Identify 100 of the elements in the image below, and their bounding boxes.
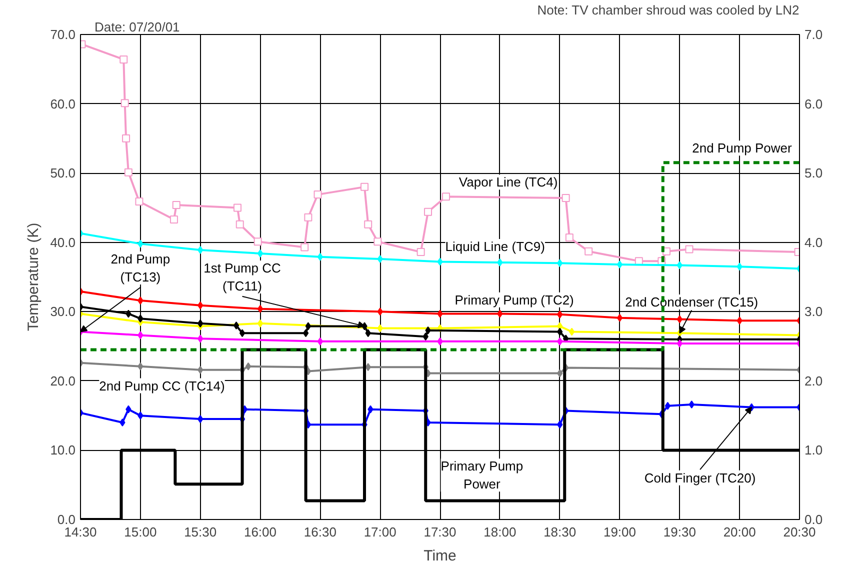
point — [424, 208, 432, 216]
y-tick-label: 40.0 — [50, 234, 76, 250]
point — [120, 55, 128, 64]
x-axis-title: Time — [424, 548, 456, 564]
point — [257, 304, 264, 313]
y-tick-label: 30.0 — [50, 304, 76, 320]
y-tick-label: 60.0 — [50, 96, 76, 112]
point — [257, 319, 264, 328]
x-tick-label: 18:30 — [544, 524, 576, 540]
point — [442, 192, 450, 201]
point — [676, 261, 682, 270]
point — [557, 259, 563, 268]
text: 2nd Pump (TC13) — [110, 251, 170, 284]
point — [170, 215, 178, 224]
point — [584, 247, 593, 256]
point — [676, 315, 682, 324]
x-tick-label: 17:30 — [424, 524, 456, 540]
point — [676, 340, 682, 348]
point — [557, 420, 563, 429]
point — [377, 324, 383, 332]
y-axis-title: Temperature (K) — [25, 222, 42, 332]
point — [126, 310, 132, 318]
point — [557, 310, 563, 318]
point — [377, 308, 383, 316]
point — [314, 190, 322, 199]
point — [233, 204, 242, 212]
point — [138, 314, 144, 323]
y2-tick-label: 4.0 — [804, 234, 823, 250]
point — [198, 319, 204, 328]
point — [233, 322, 240, 330]
point — [688, 400, 694, 408]
y2-tick-label: 3.0 — [804, 304, 823, 320]
point — [300, 243, 309, 252]
y2-tick-label: 5.0 — [804, 166, 823, 181]
point — [497, 310, 503, 318]
point — [126, 405, 132, 414]
point — [198, 366, 204, 374]
point — [437, 337, 443, 346]
point — [198, 246, 204, 254]
y2-tick-label: 0.0 — [804, 512, 823, 527]
point — [198, 334, 204, 343]
point — [317, 337, 323, 346]
point — [120, 418, 126, 426]
point — [557, 369, 563, 378]
text: Note: TV chamber shroud was cooled by LN2 — [537, 2, 800, 18]
series-label: Vapor Line (TC4) — [458, 174, 558, 190]
point — [138, 240, 144, 248]
series-label: Primary Pump Power — [440, 458, 524, 492]
point — [736, 316, 742, 325]
y2-tick-label: 1.0 — [804, 442, 823, 458]
y2-tick-label: 6.0 — [804, 96, 823, 112]
x-tick-label: 20:00 — [723, 524, 756, 540]
y-tick-label: 20.0 — [50, 373, 76, 388]
y-tick-label: 0.0 — [57, 512, 76, 527]
point — [616, 260, 623, 269]
point — [368, 405, 374, 414]
series-label: 2nd Pump CC (TC14) — [99, 378, 225, 394]
point — [365, 363, 371, 372]
point — [120, 99, 129, 108]
x-tick-label: 19:30 — [663, 524, 696, 540]
point — [360, 182, 369, 191]
annotation: Date: 07/20/01 — [94, 20, 180, 34]
point — [124, 168, 132, 176]
point — [236, 220, 244, 228]
point — [254, 238, 262, 246]
point — [122, 134, 130, 142]
x-tick-label: 20:30 — [783, 524, 816, 540]
x-tick-label: 15:30 — [184, 524, 217, 540]
point — [138, 296, 144, 305]
point — [138, 331, 144, 340]
y2-tick-label: 2.0 — [804, 373, 823, 388]
point — [425, 326, 431, 334]
point — [437, 310, 443, 318]
series-label: 2nd Condenser (TC15) — [625, 294, 758, 310]
point — [365, 329, 371, 338]
point — [437, 258, 443, 266]
y-tick-label: 70.0 — [50, 27, 76, 42]
point — [198, 301, 204, 310]
point — [565, 234, 574, 242]
point — [302, 329, 309, 338]
point — [557, 337, 563, 346]
x-tick-label: 16:00 — [244, 524, 277, 540]
point — [557, 328, 563, 336]
point — [497, 258, 503, 266]
point — [138, 362, 144, 370]
series-label: Primary Pump (TC2) — [454, 292, 574, 308]
point — [374, 238, 382, 246]
x-tick-label: 15:00 — [124, 524, 157, 540]
series-label: 2nd Pump Power — [692, 140, 793, 156]
x-tick-label: 18:00 — [484, 524, 516, 540]
point — [257, 249, 264, 258]
point — [422, 332, 428, 341]
x-tick-label: 19:00 — [603, 524, 636, 540]
text: 1st Pump CC (TC11) — [204, 260, 281, 294]
series-label: Liquid Line (TC9) — [445, 239, 545, 254]
point — [562, 194, 570, 202]
y2-tick-label: 7.0 — [804, 27, 823, 42]
y-tick-label: 10.0 — [50, 442, 76, 458]
point — [377, 254, 383, 263]
point — [138, 412, 144, 420]
